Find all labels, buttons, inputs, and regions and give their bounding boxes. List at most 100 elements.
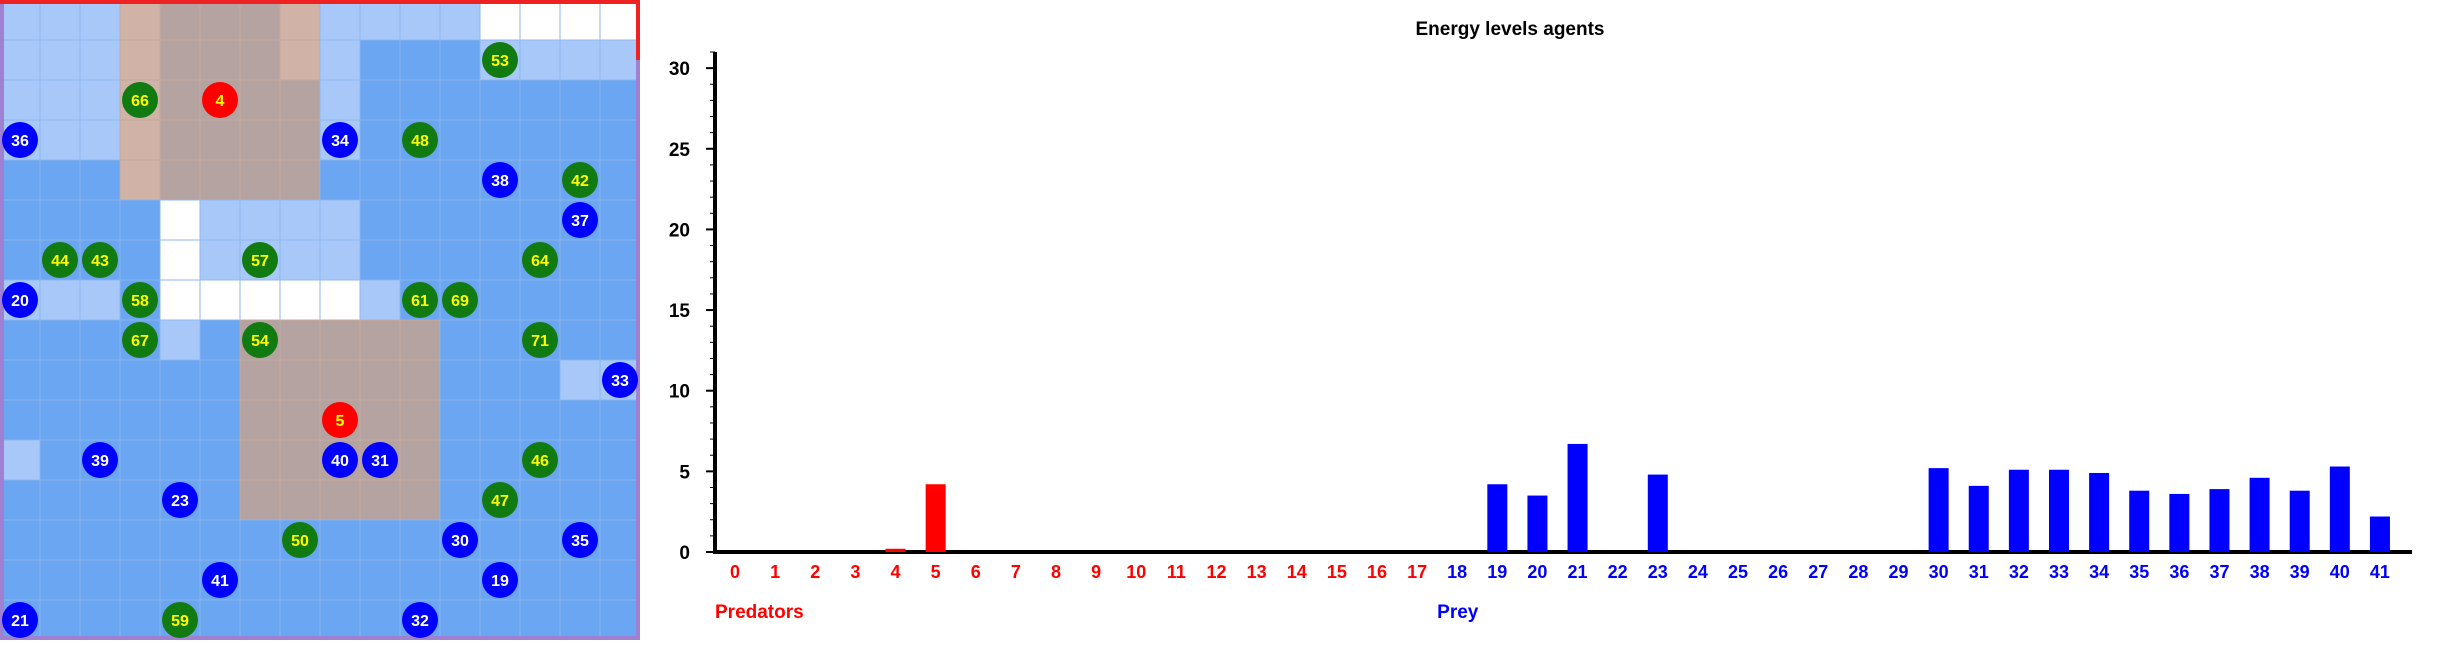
- bar: [2369, 516, 2390, 552]
- grid-cell: [559, 399, 601, 441]
- y-tick-label: 20: [669, 220, 690, 241]
- bar: [2169, 493, 2190, 552]
- grid-cell: [39, 0, 81, 41]
- grid-cell: [599, 79, 641, 121]
- grid-cell: [479, 399, 521, 441]
- y-tick-label: 25: [669, 140, 691, 161]
- grid-cell: [519, 479, 561, 521]
- predator-agent: [202, 82, 238, 118]
- x-tick-label: 4: [891, 562, 901, 582]
- grid-cell: [399, 0, 441, 41]
- prey-agent-label: 35: [571, 533, 589, 550]
- x-tick-label: 28: [1848, 562, 1868, 582]
- grid-cell: [439, 39, 481, 81]
- grass-agent-label: 42: [571, 173, 589, 190]
- prey-agent-label: 41: [211, 573, 229, 590]
- x-tick-label: 2: [810, 562, 820, 582]
- grid-cell: [399, 199, 441, 241]
- grid-cell: [119, 239, 161, 281]
- grid-cell: [239, 559, 281, 601]
- grid-cell: [39, 199, 81, 241]
- prey-agent: [482, 562, 518, 598]
- grid-cell: [39, 479, 81, 521]
- bar: [1527, 495, 1548, 552]
- x-tick-label: 13: [1247, 562, 1267, 582]
- grid-cell: [559, 359, 601, 401]
- grass-agent: [122, 82, 158, 118]
- grid-cell: [119, 359, 161, 401]
- grid-cell: [559, 119, 601, 161]
- x-tick-label: 5: [931, 562, 941, 582]
- grass-agent: [482, 42, 518, 78]
- grid-cell: [599, 0, 641, 41]
- grid-cell: [439, 599, 481, 641]
- prey-agent: [322, 122, 358, 158]
- grass-agent: [522, 322, 558, 358]
- grass-agent: [82, 242, 118, 278]
- bar: [885, 548, 906, 552]
- grid-cell: [519, 199, 561, 241]
- grass-agent: [242, 242, 278, 278]
- energy-chart: Energy levels agents 0 5 10 15 20 25 30 0 1 2 3 4 5 6 7…: [640, 0, 2440, 640]
- grid-cell: [319, 159, 361, 201]
- prey-agent-label: 20: [11, 293, 29, 310]
- grass-agent: [402, 122, 438, 158]
- grid-cell: [359, 599, 401, 641]
- prey-agent: [482, 162, 518, 198]
- grid-cell: [0, 359, 41, 401]
- grid-cell: [559, 239, 601, 281]
- grid-cell: [319, 559, 361, 601]
- grid-cell: [0, 0, 41, 41]
- grid-cell: [519, 399, 561, 441]
- grid-cell: [519, 39, 561, 81]
- x-tick-label: 21: [1568, 562, 1588, 582]
- grid-cell: [399, 239, 441, 281]
- grid-cell: [359, 559, 401, 601]
- grid-cell: [479, 0, 521, 41]
- grid-cell: [599, 599, 641, 641]
- grid-cell: [199, 359, 241, 401]
- grid-cell: [319, 79, 361, 121]
- grid-cell: [559, 79, 601, 121]
- grid-cell: [359, 279, 401, 321]
- y-tick-label: 15: [669, 301, 691, 322]
- grid-cell: [479, 439, 521, 481]
- prey-agent-label: 36: [11, 133, 29, 150]
- grid-cell: [399, 559, 441, 601]
- x-tick-label: 10: [1126, 562, 1146, 582]
- grid-cell: [39, 159, 81, 201]
- grid-cell: [79, 479, 121, 521]
- grid-cell: [359, 39, 401, 81]
- grid-cell: [159, 359, 201, 401]
- x-tick-label: 7: [1011, 562, 1021, 582]
- grid-cell: [0, 559, 41, 601]
- x-tick-label: 0: [730, 562, 740, 582]
- prey-agent-label: 34: [331, 133, 349, 150]
- grid-cell: [279, 599, 321, 641]
- prey-agent-label: 33: [611, 373, 629, 390]
- grid-cell: [39, 399, 81, 441]
- x-tick-label: 1: [770, 562, 780, 582]
- x-tick-label: 16: [1367, 562, 1387, 582]
- grid-cell: [79, 319, 121, 361]
- bar: [2048, 469, 2069, 552]
- grid-cell: [479, 199, 521, 241]
- x-tick-label: 29: [1888, 562, 1908, 582]
- grid-cell: [559, 0, 601, 41]
- grid-cell: [599, 119, 641, 161]
- grid-cell: [559, 599, 601, 641]
- bar: [2289, 490, 2310, 552]
- grid-cell: [239, 279, 281, 321]
- x-tick-label: 23: [1648, 562, 1668, 582]
- x-tick-label: 14: [1287, 562, 1307, 582]
- grid-cell: [39, 119, 81, 161]
- grid-cell: [359, 159, 401, 201]
- grass-agent: [442, 282, 478, 318]
- grid-cell: [199, 519, 241, 561]
- grid-cell: [519, 79, 561, 121]
- grid-cell: [519, 279, 561, 321]
- grid-cell: [279, 559, 321, 601]
- grid-cell: [0, 399, 41, 441]
- grid-cell: [119, 199, 161, 241]
- grid-cell: [119, 559, 161, 601]
